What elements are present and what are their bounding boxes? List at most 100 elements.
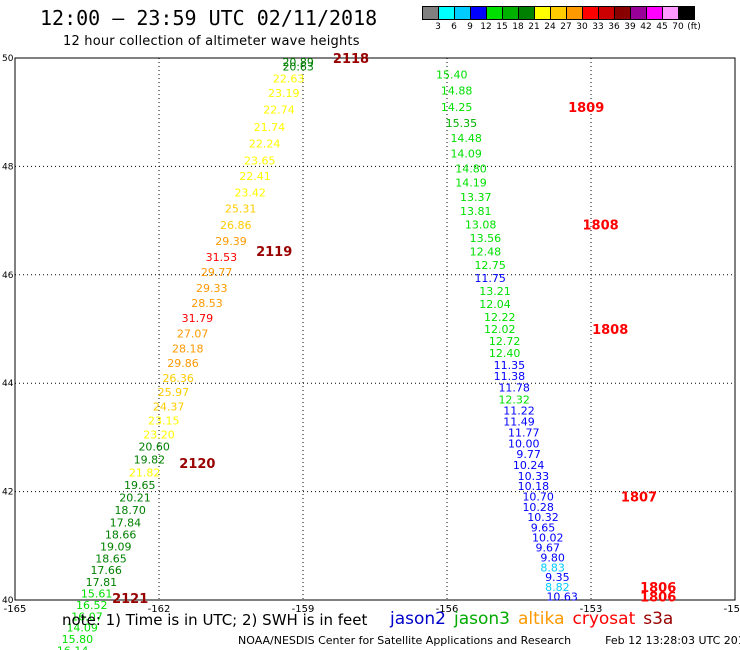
swh-data-label: 9.67: [536, 541, 561, 554]
x-tick-label: -159: [292, 604, 315, 615]
satellite-legend: jason2 jason3 altika cryosat s3a: [390, 609, 681, 629]
swh-data-label: 21.82: [129, 467, 161, 480]
swh-data-label: 22.41: [239, 170, 271, 183]
swh-data-label: 19.65: [124, 479, 156, 492]
swh-data-label: 27.07: [177, 327, 209, 340]
swh-data-label: 11.35: [494, 359, 526, 372]
swh-data-label: 23.42: [234, 186, 266, 199]
legend-label: 12: [480, 22, 492, 32]
swh-data-label: 10.18: [518, 480, 550, 493]
swh-data-label: 12.22: [484, 311, 516, 324]
swh-data-label: 14.09: [66, 622, 98, 635]
swh-data-label: 11.22: [503, 404, 535, 417]
swh-data-label: 10.28: [522, 501, 554, 514]
time-annotation: 2121: [112, 592, 148, 607]
swh-data-label: 9.65: [531, 521, 556, 534]
swh-data-label: 10.63: [546, 591, 578, 604]
x-tick-label: -153: [580, 604, 603, 615]
swh-data-label: 10.00: [508, 437, 540, 450]
time-annotation: 1807: [621, 490, 657, 505]
color-legend: 3 6 9 12 15 18 21 24 27 30 33 36 39 42 45 70 (ft): [422, 6, 701, 32]
swh-data-label: 18.66: [105, 528, 137, 541]
y-tick-label: 50: [2, 54, 14, 64]
time-annotation: 2119: [256, 245, 292, 260]
satellite-cryosat: cryosat: [572, 609, 636, 629]
y-tick-label: 48: [2, 162, 14, 172]
swh-data-label: 12.48: [470, 245, 502, 258]
swh-data-label: 29.33: [196, 282, 228, 295]
footer-credit: NOAA/NESDIS Center for Satellite Applica…: [238, 634, 740, 647]
satellite-s3a: s3a: [643, 609, 674, 629]
swh-data-label: 23.15: [148, 415, 180, 428]
swh-data-label: 15.35: [446, 117, 478, 130]
page-title: 12:00 – 23:59 UTC 02/11/2018: [40, 6, 378, 30]
swh-data-label: 23.65: [244, 154, 276, 167]
page-subtitle: 12 hour collection of altimeter wave hei…: [63, 34, 360, 49]
swh-data-label: 11.78: [498, 382, 530, 395]
swh-data-label: 28.53: [191, 297, 223, 310]
swh-data-label: 13.08: [465, 218, 497, 231]
legend-label: 6: [451, 22, 457, 32]
swh-data-label: 10.70: [522, 490, 554, 503]
swh-data-label: 17.66: [90, 564, 122, 577]
swh-data-label: 14.88: [441, 85, 473, 98]
x-tick-label: -162: [148, 604, 171, 615]
legend-label: (ft): [687, 22, 701, 32]
swh-data-label: 19.82: [134, 454, 166, 467]
x-tick-label: -150: [724, 604, 740, 615]
legend-label: 18: [512, 22, 524, 32]
swh-data-label: 15.40: [436, 68, 468, 81]
legend-label: 45: [656, 22, 668, 32]
legend-label: 30: [576, 22, 588, 32]
swh-data-label: 21.74: [254, 121, 286, 134]
swh-data-label: 12.02: [484, 323, 516, 336]
legend-swatch: [678, 6, 695, 20]
swh-data-label: 12.04: [479, 298, 511, 311]
swh-data-label: 8.82: [545, 581, 570, 594]
swh-data-label: 31.53: [206, 251, 238, 264]
swh-data-label: 11.75: [474, 272, 506, 285]
credit-text: NOAA/NESDIS Center for Satellite Applica…: [238, 634, 572, 647]
swh-data-label: 17.84: [110, 516, 142, 529]
time-annotation: 1808: [583, 218, 619, 233]
time-annotation: 1806: [640, 581, 676, 596]
swh-data-label: 12.72: [489, 335, 521, 348]
y-tick-label: 44: [2, 379, 14, 389]
swh-data-label: 9.80: [540, 552, 565, 565]
legend-label: 27: [560, 22, 572, 32]
swh-data-label: 26.36: [162, 372, 194, 385]
swh-data-label: 14.80: [455, 163, 487, 176]
swh-data-label: 24.37: [153, 401, 185, 414]
swh-data-label: 14.19: [455, 177, 487, 190]
swh-data-label: 20.89: [282, 56, 314, 69]
swh-data-label: 22.24: [249, 138, 281, 151]
swh-data-label: 19.09: [100, 540, 132, 553]
swh-data-label: 16.07: [71, 610, 103, 623]
swh-data-label: 22.63: [273, 73, 305, 86]
swh-data-label: 28.18: [172, 343, 204, 356]
swh-data-label: 13.21: [479, 285, 511, 298]
swh-data-label: 17.81: [86, 576, 118, 589]
swh-data-label: 18.70: [114, 504, 146, 517]
swh-data-label: 14.25: [441, 101, 473, 114]
swh-data-label: 13.56: [470, 232, 502, 245]
swh-data-label: 26.86: [220, 219, 252, 232]
swh-data-label: 25.31: [225, 203, 257, 216]
swh-data-label: 11.38: [494, 370, 526, 383]
legend-labels: 3 6 9 12 15 18 21 24 27 30 33 36 39 42 45 70 (ft): [422, 22, 740, 34]
swh-data-label: 10.33: [518, 470, 550, 483]
swh-data-label: 14.48: [450, 132, 482, 145]
swh-data-label: 10.24: [513, 459, 545, 472]
swh-data-label: 20.63: [282, 61, 314, 74]
legend-label: 70: [672, 22, 684, 32]
swh-data-label: 16.52: [76, 599, 108, 612]
legend-label: 36: [608, 22, 620, 32]
generated-timestamp: Feb 12 13:28:03 UTC 2018: [605, 634, 740, 647]
swh-data-label: 31.79: [182, 312, 214, 325]
swh-data-label: 22.74: [263, 103, 295, 116]
legend-label: 24: [544, 22, 556, 32]
swh-data-label: 9.35: [545, 571, 570, 584]
swh-data-label: 16.14: [57, 644, 89, 650]
